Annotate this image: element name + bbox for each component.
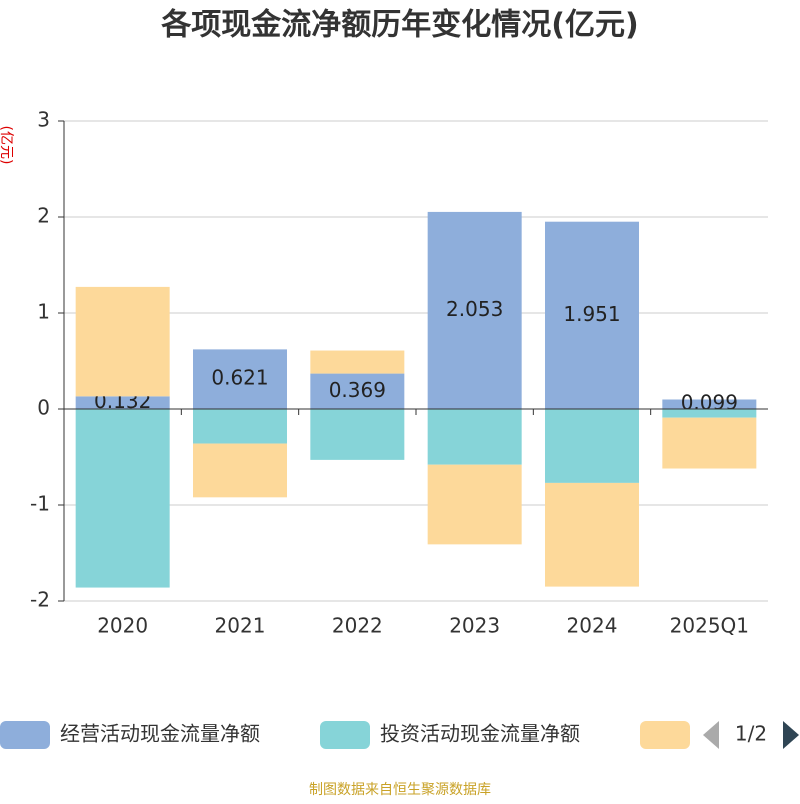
bar (193, 409, 287, 444)
legend-label: 投资活动现金流量净额 (380, 722, 580, 746)
bar (545, 221, 639, 409)
source: 制图数据来自恒生聚源数据库 (309, 782, 491, 798)
legend-prev (703, 721, 719, 749)
legend-label: 经营活动现金流量净额 (60, 722, 260, 746)
data-label: 0.621 (211, 366, 268, 390)
bar (427, 211, 522, 409)
bar (662, 399, 757, 409)
legend-page: 1/2 (735, 722, 767, 746)
bar (193, 349, 287, 409)
bar (193, 443, 287, 498)
data-label: 1.951 (563, 302, 620, 326)
bar (75, 409, 170, 588)
bar (310, 373, 405, 409)
x-tick-label: 2025Q1 (670, 614, 749, 638)
data-label: 0.369 (329, 378, 386, 402)
bar (662, 409, 757, 418)
x-tick-label: 2024 (567, 614, 618, 638)
bar (310, 350, 405, 374)
y-tick-label: 3 (37, 108, 50, 132)
y-tick-label: -1 (30, 492, 50, 516)
bar (75, 286, 170, 397)
legend-swatch (640, 721, 690, 749)
bar (75, 396, 170, 409)
y-axis-label: (亿元) (0, 126, 14, 165)
y-tick-label: 1 (37, 300, 50, 324)
x-tick-label: 2021 (215, 614, 266, 638)
y-tick-label: 2 (37, 204, 50, 228)
bar (545, 482, 639, 587)
legend-swatch (0, 721, 50, 749)
bar (310, 409, 405, 460)
bar (662, 417, 757, 469)
x-tick-label: 2023 (449, 614, 500, 638)
y-tick-label: 0 (37, 396, 50, 420)
bar (545, 409, 639, 483)
chart-title: 各项现金流净额历年变化情况(亿元) (160, 8, 638, 43)
data-label: 2.053 (446, 297, 503, 321)
legend-next (783, 721, 799, 749)
x-tick-label: 2020 (97, 614, 148, 638)
y-tick-label: -2 (30, 588, 50, 612)
bar (427, 464, 522, 545)
x-tick-label: 2022 (332, 614, 383, 638)
legend-swatch (320, 721, 370, 749)
bar (427, 409, 522, 465)
